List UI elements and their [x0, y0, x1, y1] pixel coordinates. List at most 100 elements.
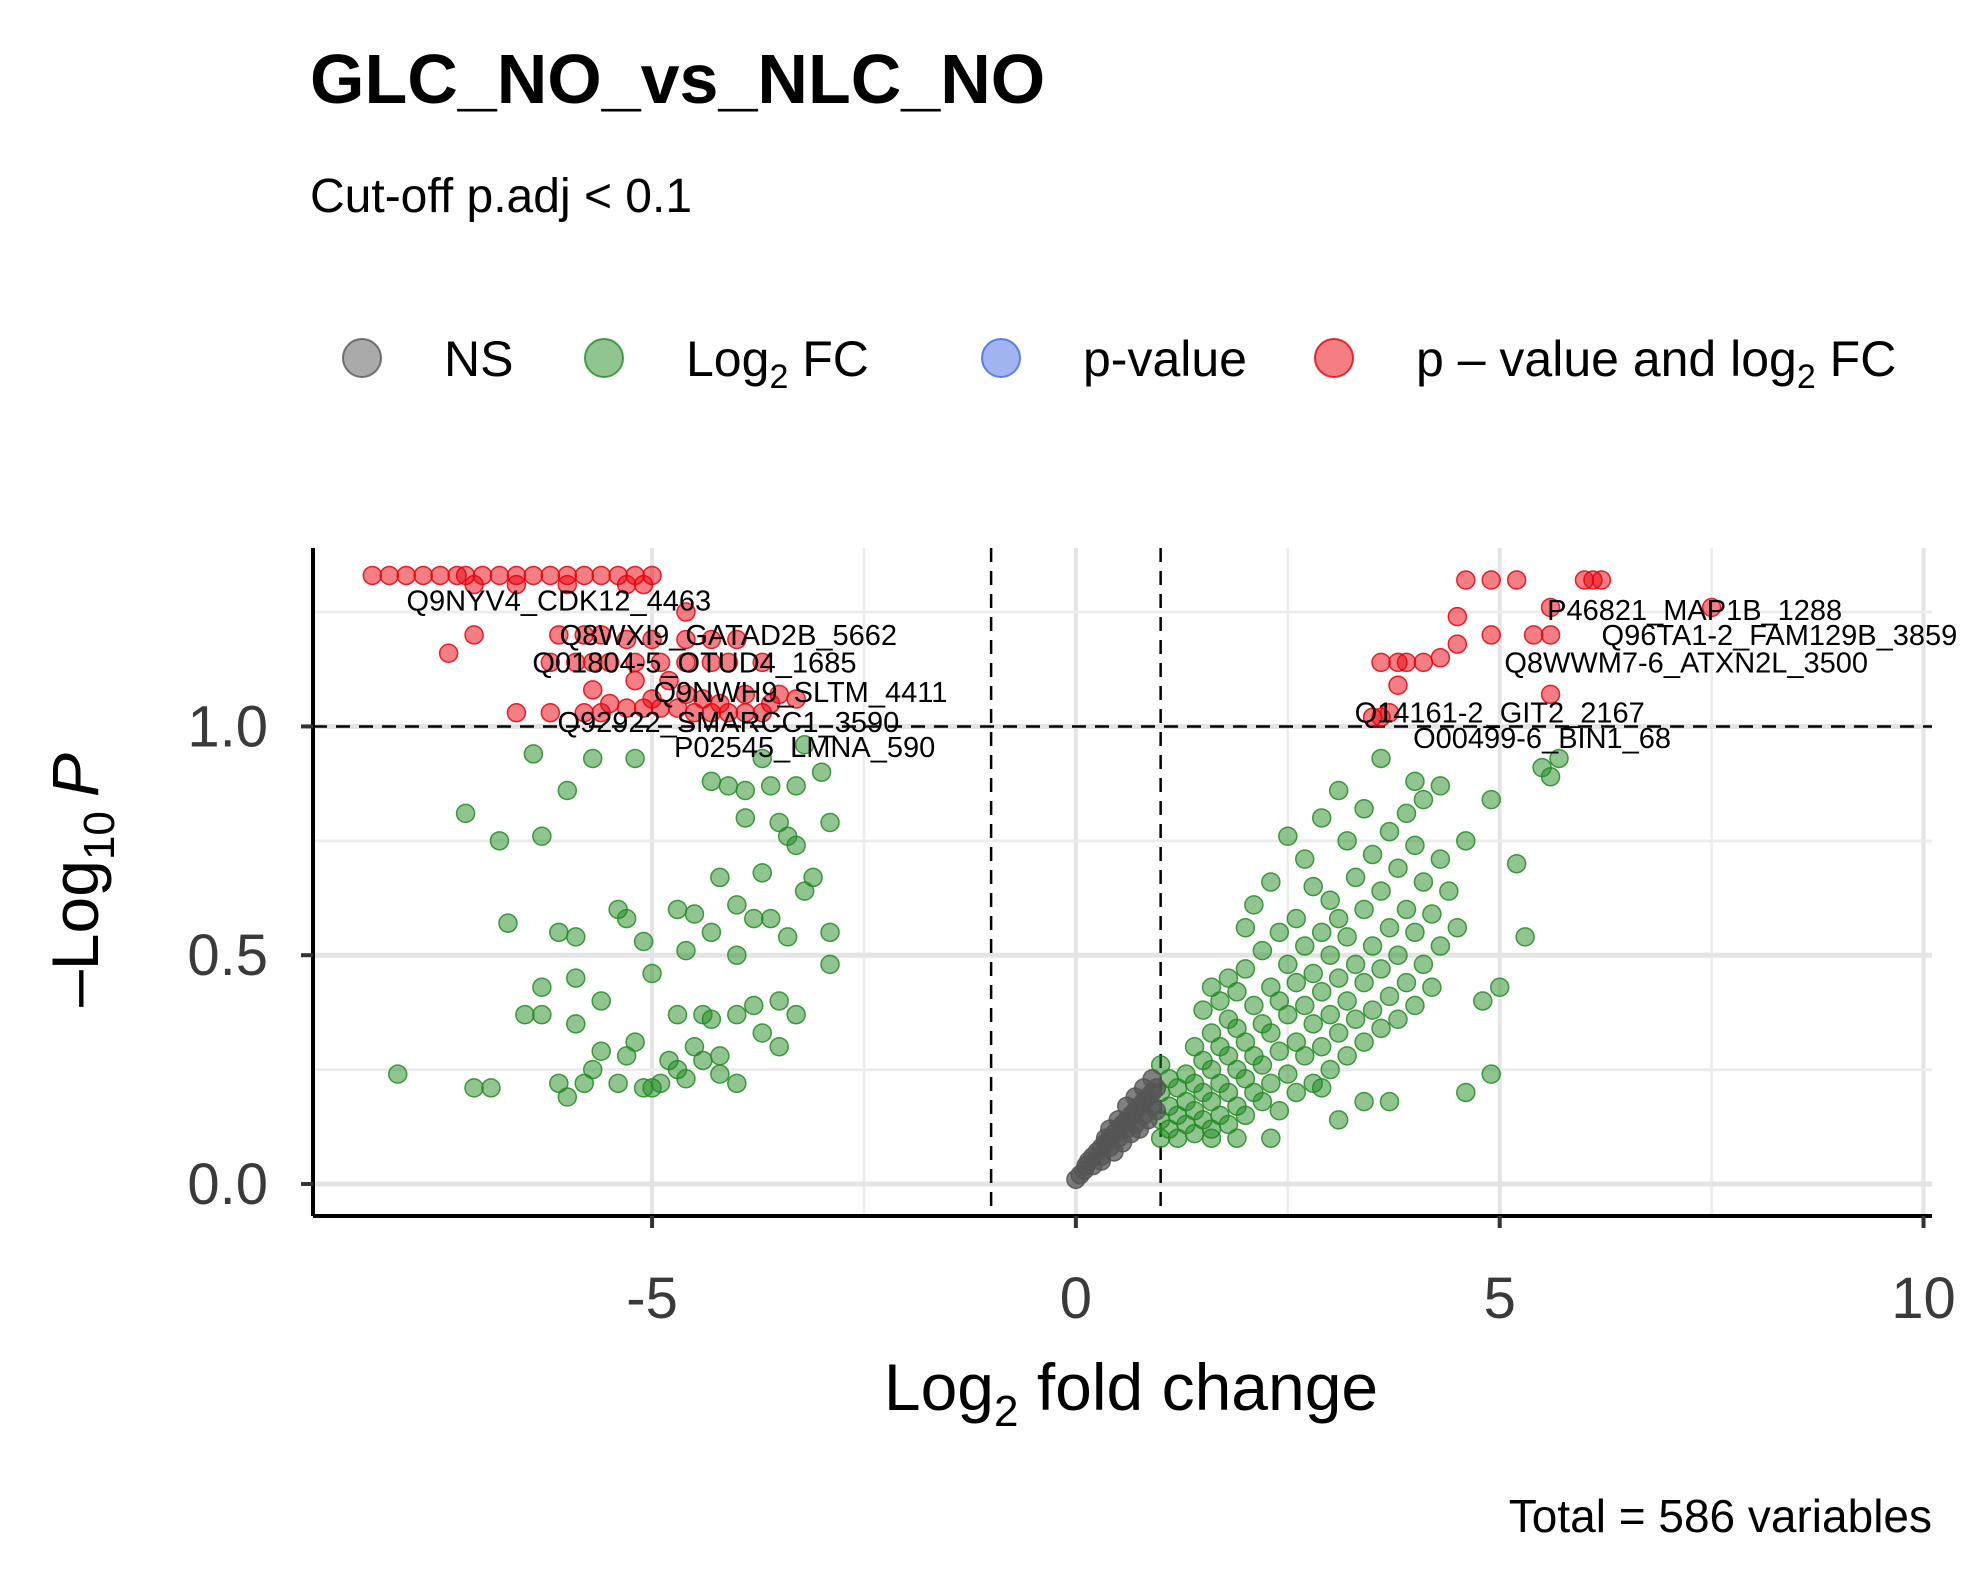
point-fc	[1286, 972, 1307, 993]
point-fc	[1396, 899, 1417, 920]
point-both	[540, 652, 561, 673]
point-fc	[1405, 922, 1425, 943]
point-fc	[760, 908, 781, 929]
point-fc	[1371, 881, 1391, 901]
point-fc	[1320, 1004, 1340, 1025]
point-both	[752, 652, 773, 673]
x-tick-label: -5	[626, 1266, 678, 1331]
point-fc	[582, 1059, 603, 1080]
point-fc	[515, 1004, 535, 1025]
point-fc	[1413, 954, 1434, 975]
x-axis-title: Log2 fold change	[884, 1350, 1378, 1436]
point-fc	[650, 1073, 671, 1094]
point-fc	[1261, 872, 1281, 892]
point-both	[413, 565, 433, 586]
point-fc	[1328, 1110, 1349, 1130]
point-fc	[1540, 767, 1561, 787]
point-both	[464, 574, 484, 595]
legend-label-p: p-value	[1083, 331, 1247, 387]
point-fc	[1294, 995, 1315, 1016]
point-fc	[1405, 835, 1425, 856]
point-both	[676, 602, 696, 622]
point-both	[1396, 652, 1417, 673]
legend-label-both: p – value and log2 FC	[1416, 331, 1896, 396]
y-tick-label: 0.5	[187, 923, 268, 988]
point-fc	[464, 1078, 484, 1098]
point-fc	[701, 1009, 722, 1030]
point-fc	[1472, 991, 1493, 1011]
x-tick-label: 10	[1891, 1266, 1956, 1331]
point-fc	[1362, 844, 1383, 865]
point-label: O00499-6_BIN1_68	[1413, 723, 1671, 755]
point-label: Q8WXI9_GATAD2B_5662	[560, 620, 897, 652]
point-fc	[1269, 1101, 1290, 1121]
point-fc	[1515, 927, 1535, 947]
point-fc	[1489, 977, 1510, 997]
point-labels: Q9NYV4_CDK12_4463Q8WXI9_GATAD2B_5662Q018…	[406, 586, 1957, 764]
point-fc	[1244, 995, 1264, 1016]
point-fc	[582, 748, 603, 769]
point-fc	[1430, 776, 1451, 796]
point-both	[1371, 652, 1391, 673]
point-both	[540, 565, 561, 586]
point-both	[591, 625, 611, 645]
point-fc	[1235, 918, 1256, 938]
point-fc	[1328, 908, 1349, 929]
point-both	[591, 702, 611, 723]
point-fc	[1379, 986, 1400, 1007]
point-fc	[1388, 945, 1408, 965]
point-fc	[1278, 1004, 1298, 1025]
point-label: Q96TA1-2_FAM129B_3859	[1602, 620, 1958, 652]
point-fc	[667, 899, 688, 920]
point-fc	[744, 995, 764, 1016]
point-both	[1447, 606, 1468, 627]
point-fc	[693, 1050, 713, 1071]
point-fc	[1379, 821, 1400, 842]
point-fc	[769, 991, 789, 1011]
point-fc	[1311, 808, 1332, 828]
point-fc	[1337, 831, 1357, 851]
point-both	[701, 629, 722, 650]
point-fc	[735, 808, 756, 828]
point-both	[582, 680, 603, 700]
point-fc	[1362, 936, 1383, 956]
point-fc	[1278, 1064, 1298, 1084]
point-fc	[625, 1032, 645, 1052]
legend: NS Log2 FC p-value p – value and log2 FC	[342, 331, 1896, 396]
point-fc	[566, 1014, 586, 1034]
point-fc	[1252, 1055, 1273, 1075]
point-both	[1379, 702, 1400, 723]
point-fc	[1354, 1091, 1374, 1112]
point-both	[574, 565, 594, 586]
point-fc	[1286, 908, 1307, 929]
point-fc	[532, 1004, 552, 1025]
point-fc	[1286, 1082, 1307, 1103]
point-fc	[1303, 876, 1323, 897]
point-fc	[1396, 972, 1417, 993]
point-fc	[1278, 826, 1298, 846]
point-both	[616, 629, 637, 650]
point-fc	[1354, 1032, 1374, 1052]
point-fc	[591, 1041, 611, 1062]
point-both	[1481, 570, 1501, 590]
point-both	[1430, 648, 1451, 668]
point-both	[625, 670, 645, 691]
point-both	[718, 652, 739, 673]
point-fc	[1328, 1023, 1349, 1043]
point-fc	[752, 863, 773, 883]
point-both	[1506, 570, 1527, 590]
point-fc	[1269, 922, 1290, 943]
point-fc	[1413, 789, 1434, 810]
point-ns	[1095, 1128, 1116, 1148]
point-fc	[820, 812, 840, 833]
point-fc	[498, 913, 518, 933]
point-fc	[684, 904, 705, 924]
point-both	[557, 574, 578, 595]
point-fc	[786, 776, 806, 796]
point-fc	[489, 831, 510, 851]
point-label: P02545_LMNA_590	[674, 732, 935, 764]
point-fc	[1506, 853, 1527, 874]
point-fc	[777, 927, 798, 947]
axes: -5 0 5 10 0.0 0.5 1.0	[187, 548, 1956, 1331]
